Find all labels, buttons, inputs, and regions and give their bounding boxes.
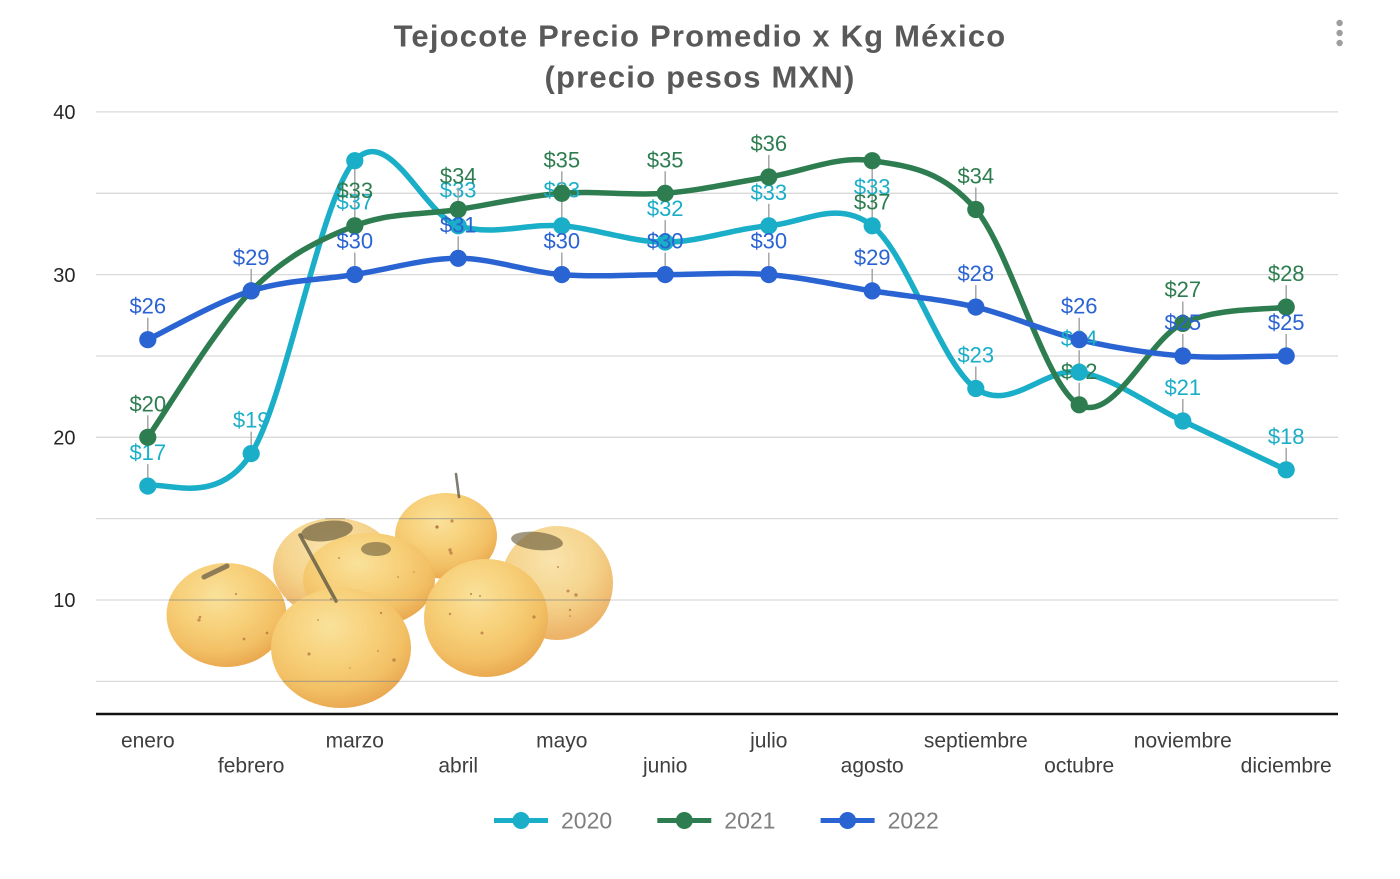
- svg-text:$28: $28: [957, 261, 994, 286]
- svg-text:$36: $36: [750, 131, 787, 156]
- svg-text:abril: abril: [438, 755, 478, 778]
- svg-text:noviembre: noviembre: [1134, 730, 1232, 753]
- svg-text:$37: $37: [854, 190, 891, 215]
- svg-text:julio: julio: [749, 730, 787, 753]
- svg-text:$25: $25: [1268, 310, 1305, 335]
- svg-text:$35: $35: [647, 147, 684, 172]
- svg-text:octubre: octubre: [1044, 755, 1114, 778]
- svg-text:$33: $33: [854, 175, 891, 200]
- svg-text:$26: $26: [1061, 294, 1098, 319]
- svg-text:$30: $30: [750, 229, 787, 254]
- svg-text:Tejocote Precio Promedio x Kg: Tejocote Precio Promedio x Kg México: [394, 19, 1007, 54]
- svg-text:$21: $21: [1164, 375, 1201, 400]
- svg-text:$34: $34: [440, 164, 477, 189]
- svg-text:agosto: agosto: [841, 755, 904, 778]
- svg-text:$20: $20: [129, 391, 166, 416]
- svg-text:$29: $29: [233, 245, 270, 270]
- svg-text:$31: $31: [440, 212, 477, 237]
- svg-text:$27: $27: [1164, 277, 1201, 302]
- svg-text:30: 30: [53, 265, 75, 287]
- svg-text:febrero: febrero: [218, 755, 285, 778]
- svg-text:$30: $30: [543, 229, 580, 254]
- svg-text:$35: $35: [543, 147, 580, 172]
- svg-text:$28: $28: [1268, 261, 1305, 286]
- svg-text:$23: $23: [957, 343, 994, 368]
- svg-text:$33: $33: [336, 178, 373, 203]
- svg-text:(precio pesos MXN): (precio pesos MXN): [545, 60, 856, 95]
- svg-text:40: 40: [53, 102, 75, 124]
- svg-text:$30: $30: [647, 229, 684, 254]
- svg-text:mayo: mayo: [536, 730, 587, 753]
- svg-text:2021: 2021: [724, 808, 775, 834]
- svg-text:$25: $25: [1164, 310, 1201, 335]
- svg-text:$26: $26: [129, 294, 166, 319]
- svg-text:10: 10: [53, 590, 75, 612]
- svg-text:enero: enero: [121, 730, 175, 753]
- svg-text:$37: $37: [336, 190, 373, 215]
- svg-text:$18: $18: [1268, 424, 1305, 449]
- svg-text:$34: $34: [957, 164, 994, 189]
- svg-text:marzo: marzo: [326, 730, 384, 753]
- svg-text:2022: 2022: [888, 808, 939, 834]
- svg-text:$30: $30: [336, 229, 373, 254]
- svg-text:diciembre: diciembre: [1241, 755, 1332, 778]
- svg-text:2020: 2020: [561, 808, 612, 834]
- svg-text:20: 20: [53, 428, 75, 450]
- svg-text:junio: junio: [642, 755, 687, 778]
- svg-text:septiembre: septiembre: [924, 730, 1028, 753]
- svg-text:$19: $19: [233, 408, 270, 433]
- svg-text:$29: $29: [854, 245, 891, 270]
